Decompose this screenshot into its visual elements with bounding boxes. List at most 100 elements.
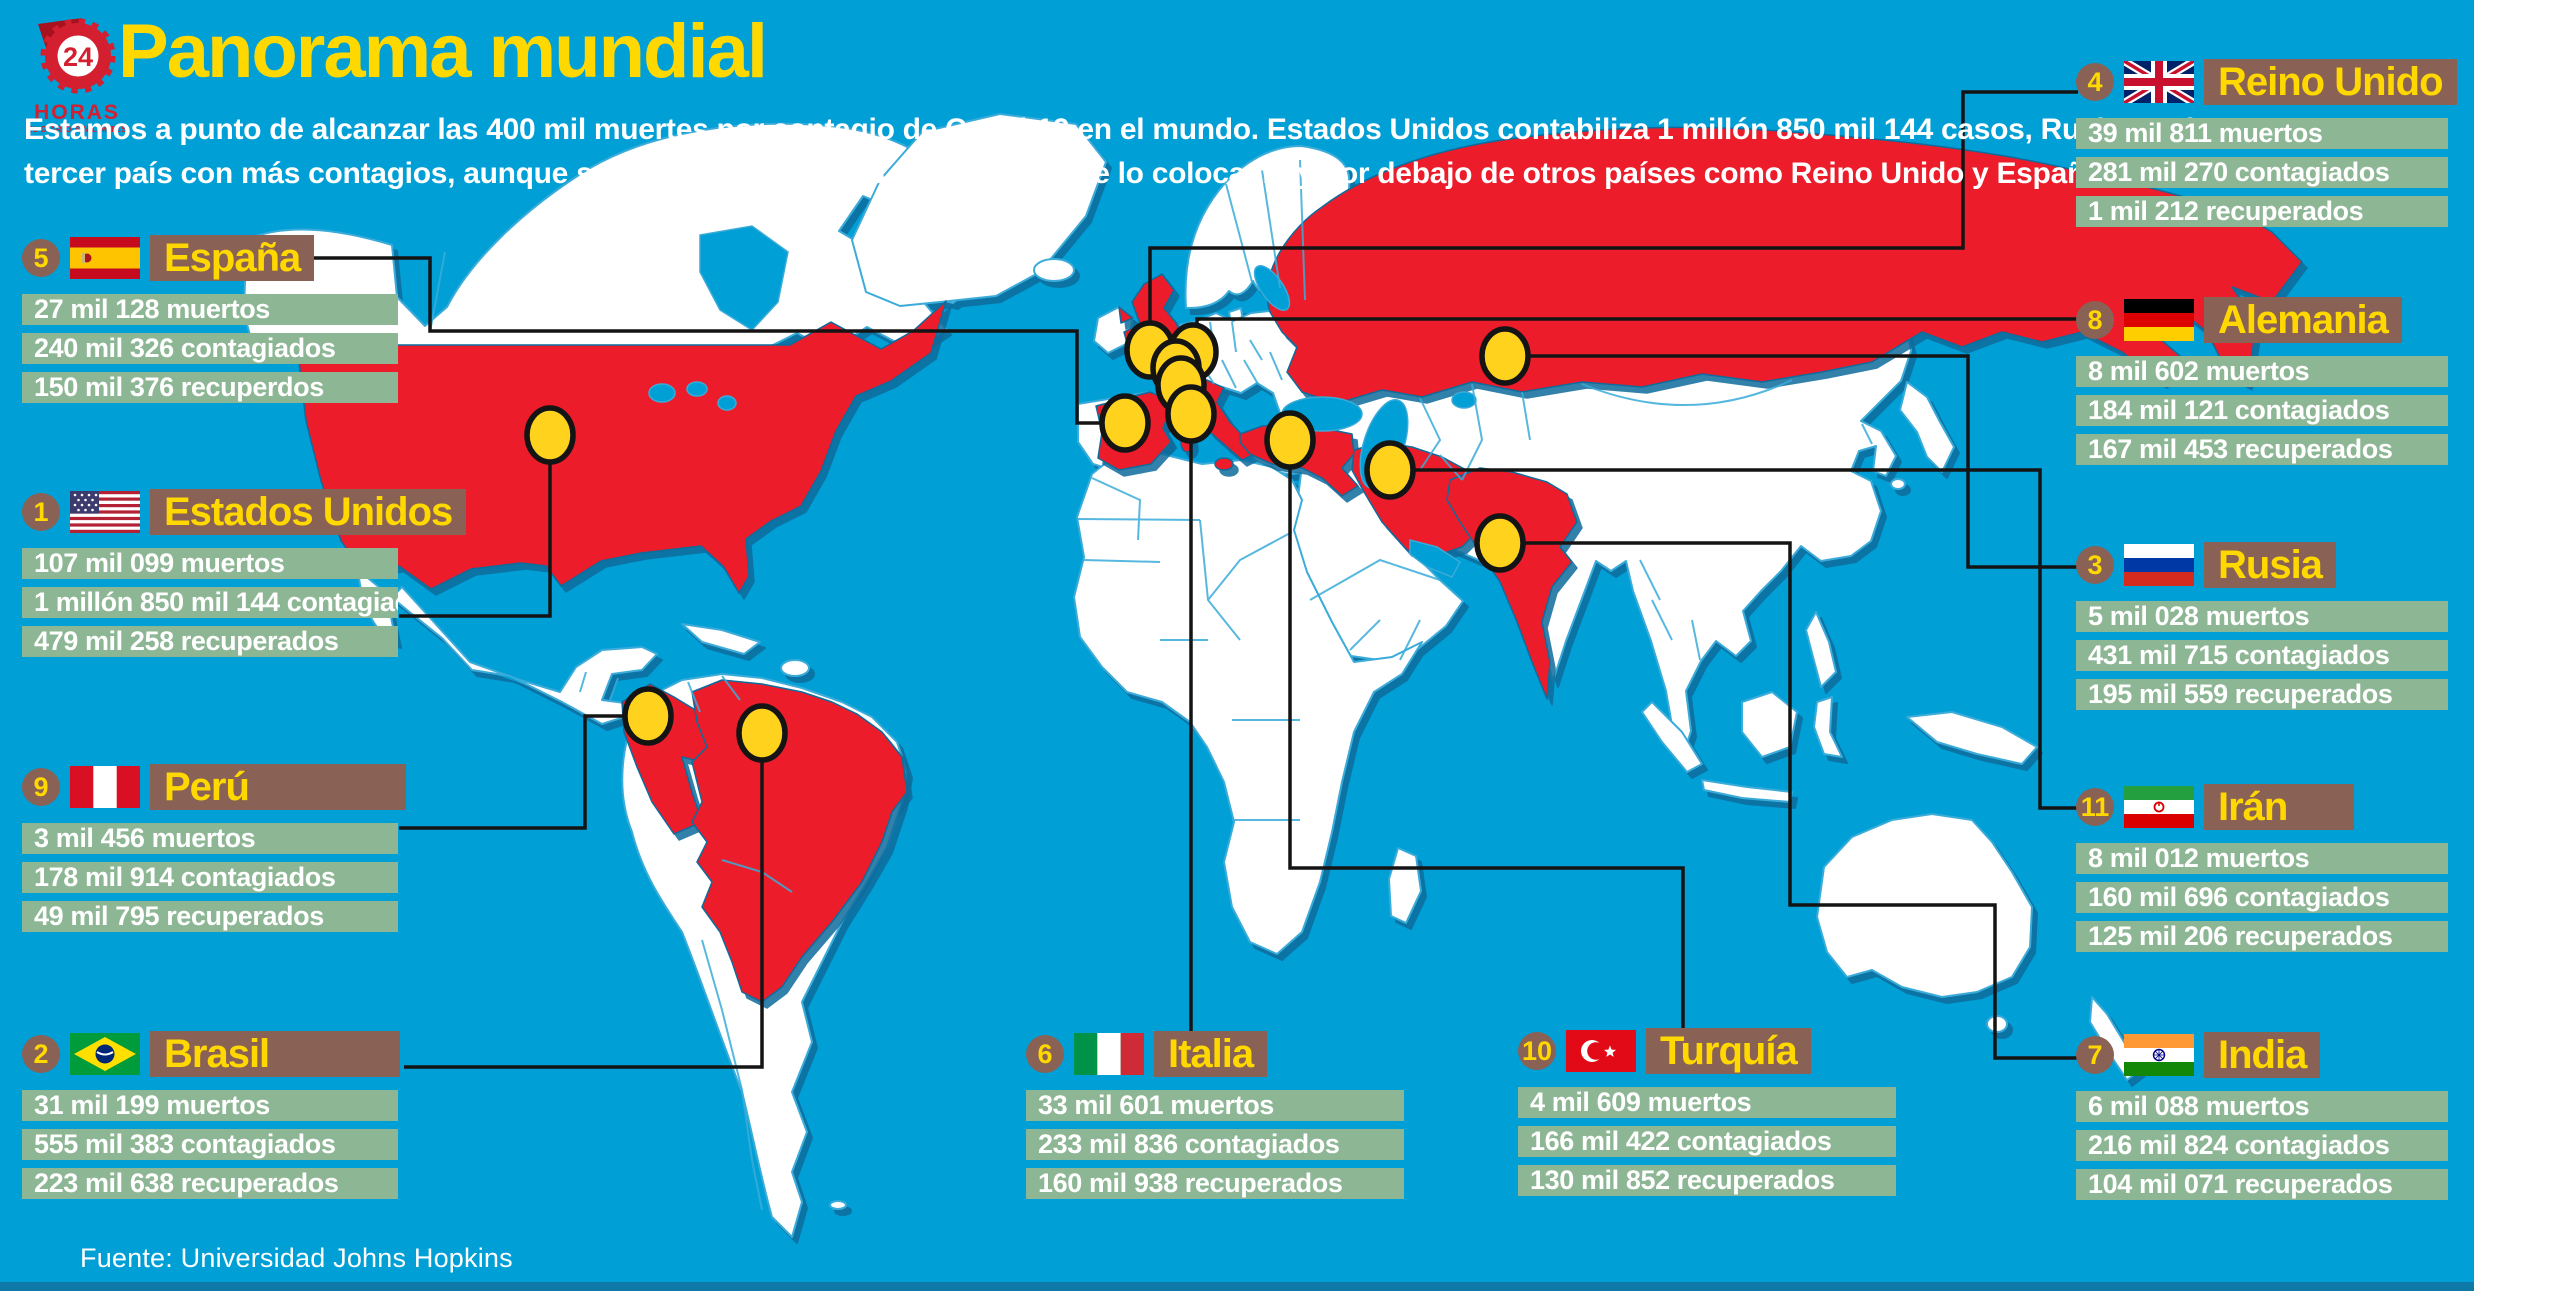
stat-contagiados: 240 mil 326 contagiados xyxy=(22,333,398,364)
map-marker-italy xyxy=(1165,384,1217,444)
map-great-lake-3 xyxy=(717,395,737,411)
stat-recuperados: 160 mil 938 recuperados xyxy=(1026,1168,1404,1199)
connector-reino-unido xyxy=(1148,90,2078,336)
stat-muertos: 8 mil 012 muertos xyxy=(2076,843,2448,874)
map-land-falklands xyxy=(829,1200,847,1210)
peru-flag-icon xyxy=(70,766,140,808)
rank-badge: 4 xyxy=(2076,63,2114,101)
country-name: Italia xyxy=(1154,1031,1268,1077)
country-box-espana: 5 España 27 mil 128 muertos 240 mil 326 … xyxy=(22,234,398,403)
stat-muertos: 8 mil 602 muertos xyxy=(2076,356,2448,387)
map-marker-russia xyxy=(1479,326,1531,386)
germany-flag-icon xyxy=(2124,299,2194,341)
map-land-iceland xyxy=(1033,258,1075,282)
stat-contagiados: 1 millón 850 mil 144 contagiados xyxy=(22,587,398,618)
country-box-peru: 9 Perú 3 mil 456 muertos 178 mil 914 con… xyxy=(22,763,406,932)
logo-tagline: EL DIARIO SIN LÍMITES xyxy=(26,125,128,134)
country-box-reino-unido: 4 Reino Unido 39 mil 811 muertos 281 mil… xyxy=(2076,57,2457,227)
stat-muertos: 27 mil 128 muertos xyxy=(22,294,398,325)
rank-badge: 2 xyxy=(22,1035,60,1073)
stat-muertos: 5 mil 028 muertos xyxy=(2076,601,2448,632)
map-land-hispaniola xyxy=(780,659,810,677)
rank-badge: 6 xyxy=(1026,1035,1064,1073)
map-great-lake-2 xyxy=(686,381,708,397)
country-box-turquia: 10 Turquía 4 mil 609 muertos 166 mil 422… xyxy=(1518,1027,1896,1196)
map-marker-turkey xyxy=(1264,410,1316,470)
logo-name: HORAS xyxy=(34,101,120,124)
map-hudson-bay xyxy=(699,225,789,331)
map-country-sicily xyxy=(1214,457,1234,471)
map-marker-usa xyxy=(524,405,576,465)
map-marker-peru xyxy=(622,686,674,746)
spain-flag-icon xyxy=(70,237,140,279)
russia-flag-icon xyxy=(2124,544,2194,586)
connector-espana xyxy=(282,256,1103,425)
map-land-java xyxy=(1701,779,1793,803)
connector-rusia xyxy=(1528,354,2078,569)
stat-contagiados: 431 mil 715 contagiados xyxy=(2076,640,2448,671)
map-marker-brazil xyxy=(736,703,788,763)
stat-muertos: 107 mil 099 muertos xyxy=(22,548,398,579)
stat-recuperados: 167 mil 453 recuperados xyxy=(2076,434,2448,465)
rank-badge: 7 xyxy=(2076,1036,2114,1074)
country-box-india: 7 India 6 mil 088 muertos 216 mil 824 co… xyxy=(2076,1031,2448,1200)
country-box-alemania: 8 Alemania 8 mil 602 muertos 184 mil 121… xyxy=(2076,296,2448,465)
stat-recuperados: 195 mil 559 recuperados xyxy=(2076,679,2448,710)
country-name: Perú xyxy=(150,764,406,810)
stat-recuperados: 125 mil 206 recuperados xyxy=(2076,921,2448,952)
map-baltic-sea xyxy=(1253,265,1291,311)
country-box-italia: 6 Italia 33 mil 601 muertos 233 mil 836 … xyxy=(1026,1030,1404,1199)
rank-badge: 5 xyxy=(22,239,60,277)
stat-contagiados: 178 mil 914 contagiados xyxy=(22,862,398,893)
map-land-tasmania xyxy=(1986,1015,2008,1033)
map-land-new-guinea xyxy=(1906,711,2038,765)
turkey-flag-icon xyxy=(1566,1030,1636,1072)
italy-flag-icon xyxy=(1074,1033,1144,1075)
country-name: Irán xyxy=(2204,784,2354,830)
map-country-northern-ireland xyxy=(1118,306,1134,324)
stat-recuperados: 479 mil 258 recuperados xyxy=(22,626,398,657)
connector-peru xyxy=(399,714,626,830)
map-land-sulawesi xyxy=(1813,696,1843,758)
stat-contagiados: 281 mil 270 contagiados xyxy=(2076,157,2448,188)
intro-line-1: Estamos a punto de alcanzar las 400 mil … xyxy=(24,113,2195,146)
map-land-africa xyxy=(1073,449,1423,955)
uk-flag-icon xyxy=(2121,57,2197,107)
map-land-madagascar xyxy=(1388,847,1422,924)
country-box-iran: 11 Irán 8 mil 012 muertos 160 mil 696 co… xyxy=(2076,783,2448,952)
country-name: España xyxy=(150,235,315,281)
map-land-cuba xyxy=(681,623,761,655)
stat-recuperados: 130 mil 852 recuperados xyxy=(1518,1165,1896,1196)
stat-contagiados: 160 mil 696 contagiados xyxy=(2076,882,2448,913)
stat-muertos: 31 mil 199 muertos xyxy=(22,1090,398,1121)
connector-india xyxy=(1522,541,2078,1060)
stat-contagiados: 233 mil 836 contagiados xyxy=(1026,1129,1404,1160)
right-margin xyxy=(2474,0,2560,1291)
stat-recuperados: 49 mil 795 recuperados xyxy=(22,901,398,932)
map-aral-sea xyxy=(1451,391,1477,409)
stat-muertos: 6 mil 088 muertos xyxy=(2076,1091,2448,1122)
map-land-sumatra xyxy=(1641,701,1703,773)
country-box-estados-unidos: 1 Estados Unidos 107 mil 099 muertos 1 m… xyxy=(22,488,467,657)
map-land-japan xyxy=(1899,381,1955,473)
country-name: Reino Unido xyxy=(2204,59,2457,105)
rank-badge: 8 xyxy=(2076,301,2114,339)
intro-line-2: tercer país con más contagios, aunque so… xyxy=(24,157,2102,190)
map-markers xyxy=(524,320,1531,763)
rank-badge: 3 xyxy=(2076,546,2114,584)
logo-24-icon: 24 xyxy=(38,18,116,94)
map-country-brazil xyxy=(691,679,908,1003)
svg-text:24: 24 xyxy=(63,42,93,72)
map-marker-iran xyxy=(1364,440,1416,500)
brazil-flag-icon xyxy=(70,1033,140,1075)
stat-recuperados: 150 mil 376 recuperdos xyxy=(22,372,398,403)
stat-muertos: 4 mil 609 muertos xyxy=(1518,1087,1896,1118)
stat-recuperados: 1 mil 212 recuperados xyxy=(2076,196,2448,227)
stat-muertos: 33 mil 601 muertos xyxy=(1026,1090,1404,1121)
intro-text: Estamos a punto de alcanzar las 400 mil … xyxy=(24,108,2424,196)
india-flag-icon xyxy=(2124,1034,2194,1076)
stat-contagiados: 555 mil 383 contagiados xyxy=(22,1129,398,1160)
usa-flag-icon xyxy=(70,491,140,533)
